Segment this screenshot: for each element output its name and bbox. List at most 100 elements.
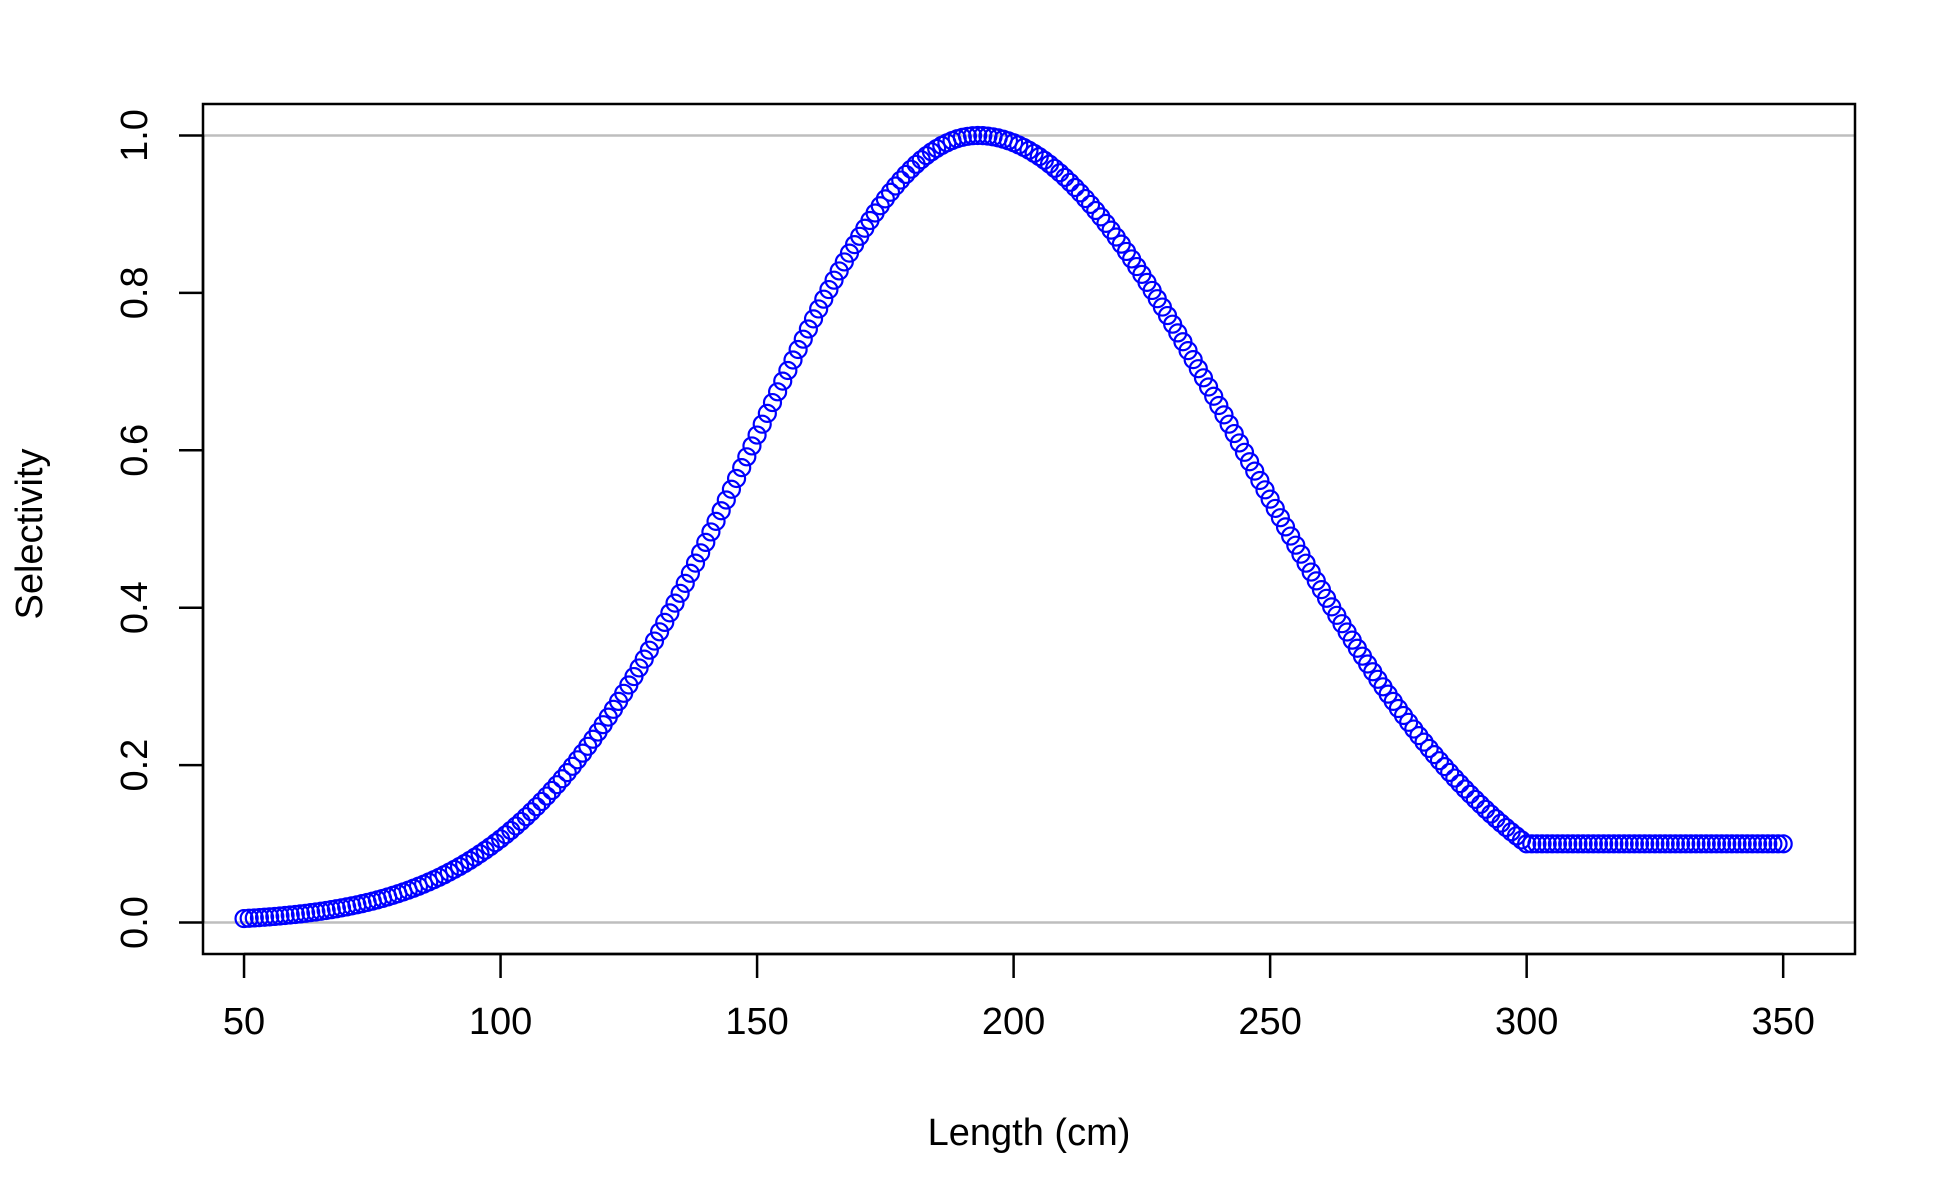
y-tick-label-2: 0.4 — [114, 581, 156, 634]
data-point-130 — [901, 159, 921, 179]
plot-frame — [201, 102, 1857, 956]
data-point-263 — [1583, 834, 1603, 854]
data-point-199 — [1255, 480, 1275, 500]
data-point-204 — [1281, 526, 1301, 546]
data-point-115 — [824, 270, 844, 290]
x-axis-title: Length (cm) — [928, 1112, 1131, 1154]
data-point-96 — [726, 468, 747, 489]
data-point-293 — [1737, 834, 1757, 854]
data-point-111 — [803, 309, 824, 329]
data-point-291 — [1727, 834, 1747, 854]
data-point-241 — [1470, 794, 1491, 814]
data-point-275 — [1645, 834, 1665, 854]
data-point-189 — [1204, 386, 1224, 406]
data-point-108 — [788, 339, 808, 360]
data-point-165 — [1080, 194, 1101, 215]
data-point-191 — [1214, 405, 1234, 425]
data-point-87 — [680, 563, 700, 583]
data-point-271 — [1624, 834, 1644, 854]
data-point-195 — [1234, 442, 1255, 462]
data-point-83 — [660, 603, 680, 623]
data-point-55 — [516, 807, 536, 827]
data-point-95 — [721, 479, 742, 499]
data-point-240 — [1465, 789, 1485, 809]
data-point-107 — [783, 350, 803, 370]
x-tick-label-5: 300 — [1495, 1001, 1558, 1043]
data-point-264 — [1588, 834, 1609, 854]
data-point-202 — [1270, 508, 1290, 528]
x-axis: 50 100 150 200 250 300 350 — [223, 952, 1815, 1043]
data-point-114 — [819, 279, 839, 300]
data-point-129 — [896, 164, 916, 185]
data-point-254 — [1537, 834, 1557, 854]
data-point-84 — [665, 593, 685, 613]
data-point-295 — [1747, 834, 1768, 854]
data-point-106 — [778, 360, 798, 381]
data-point-242 — [1476, 799, 1496, 819]
data-point-238 — [1455, 779, 1475, 799]
data-point-286 — [1701, 834, 1721, 854]
data-point-105 — [773, 371, 793, 391]
data-point-92 — [706, 511, 726, 531]
data-point-192 — [1219, 414, 1239, 434]
data-point-101 — [752, 414, 772, 434]
data-point-197 — [1245, 461, 1265, 481]
data-point-231 — [1419, 738, 1439, 759]
data-point-266 — [1599, 834, 1619, 854]
data-point-166 — [1086, 200, 1106, 221]
data-point-250 — [1517, 834, 1537, 854]
data-point-133 — [916, 146, 936, 166]
data-point-143 — [968, 125, 988, 146]
data-point-230 — [1414, 732, 1434, 752]
data-point-237 — [1450, 773, 1470, 794]
data-point-85 — [670, 583, 690, 603]
data-point-229 — [1409, 726, 1429, 746]
data-point-297 — [1758, 834, 1778, 854]
data-point-194 — [1229, 433, 1249, 453]
data-point-128 — [891, 170, 911, 190]
data-point-198 — [1250, 470, 1270, 491]
data-point-245 — [1491, 813, 1511, 833]
data-point-2 — [244, 908, 264, 928]
data-point-265 — [1594, 834, 1614, 854]
data-point-289 — [1717, 834, 1737, 854]
data-point-1 — [239, 908, 259, 928]
data-point-103 — [762, 392, 783, 413]
data-point-116 — [829, 261, 849, 281]
data-point-205 — [1286, 535, 1306, 555]
data-point-163 — [1070, 183, 1090, 203]
data-point-102 — [757, 403, 777, 423]
data-point-239 — [1460, 784, 1480, 804]
data-point-185 — [1183, 350, 1203, 370]
data-point-243 — [1481, 804, 1501, 824]
data-point-282 — [1681, 834, 1701, 854]
data-point-44 — [460, 850, 480, 871]
data-point-80 — [644, 631, 665, 651]
data-point-53 — [506, 816, 526, 836]
y-tick-label-4: 0.8 — [114, 266, 156, 319]
data-point-232 — [1424, 745, 1444, 765]
data-point-298 — [1763, 834, 1783, 854]
data-point-161 — [1060, 172, 1080, 192]
data-point-251 — [1522, 834, 1542, 854]
data-point-190 — [1209, 395, 1229, 416]
data-point-126 — [880, 182, 901, 202]
data-point-88 — [685, 553, 706, 573]
x-tick-label-6: 350 — [1751, 1001, 1814, 1043]
reference-lines — [203, 134, 1855, 924]
x-tick-label-3: 200 — [982, 1001, 1045, 1043]
data-point-131 — [906, 154, 926, 174]
y-tick-label-0: 0.0 — [114, 896, 156, 949]
data-point-64 — [562, 756, 582, 776]
data-point-274 — [1640, 834, 1660, 854]
data-point-82 — [655, 612, 675, 633]
data-point-292 — [1732, 834, 1752, 854]
data-point-98 — [737, 447, 757, 467]
x-tick-label-1: 100 — [469, 1001, 532, 1043]
data-point-281 — [1676, 834, 1696, 854]
data-point-234 — [1434, 757, 1455, 777]
data-point-257 — [1552, 834, 1573, 854]
data-point-58 — [532, 791, 552, 812]
data-point-203 — [1275, 517, 1296, 537]
